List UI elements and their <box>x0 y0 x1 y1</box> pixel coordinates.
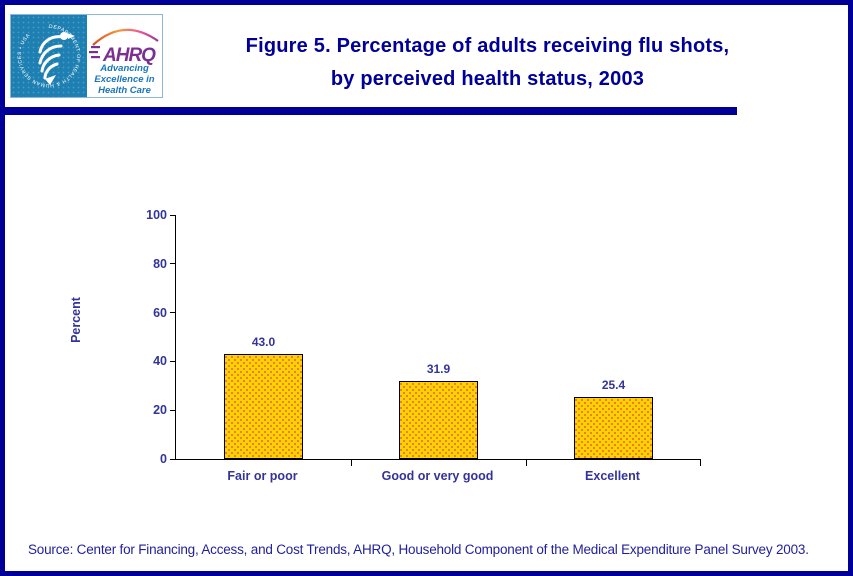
x-tick-mark <box>350 460 352 466</box>
y-tick-mark <box>170 360 176 362</box>
hhs-logo: DEPARTMENT OF HEALTH & HUMAN SERVICES • … <box>11 15 87 97</box>
y-tick-label: 60 <box>153 305 167 320</box>
plot-area: 0 20 40 60 80 100 43.0 31.9 25.4 <box>146 208 701 466</box>
x-tick-mark <box>700 460 701 466</box>
tagline-line: Excellence in <box>94 74 155 85</box>
category-label: Fair or poor <box>227 469 298 483</box>
y-tick-label: 40 <box>153 354 167 369</box>
ahrq-hhs-logo: DEPARTMENT OF HEALTH & HUMAN SERVICES • … <box>10 14 163 98</box>
ahrq-logo: AHRQ Advancing Excellence in Health Care <box>87 15 162 97</box>
eagle-beak <box>67 33 75 39</box>
x-tick-mark <box>525 460 527 466</box>
bar-1 <box>224 354 303 459</box>
eagle-tail <box>45 75 56 85</box>
category-label: Good or very good <box>381 469 494 483</box>
header-divider-rule <box>5 107 737 115</box>
y-tick-label: 100 <box>146 208 167 222</box>
figure-title-line1: Figure 5. Percentage of adults receiving… <box>245 35 730 57</box>
tagline-line: Advancing <box>100 63 149 74</box>
figure-title: Figure 5. Percentage of adults receiving… <box>155 30 820 96</box>
y-tick-label: 20 <box>153 403 167 418</box>
tagline-line: Health Care <box>98 85 151 96</box>
bar-2 <box>399 381 478 459</box>
y-tick-mark <box>170 263 176 265</box>
ahrq-tagline: Advancing Excellence in Health Care <box>87 63 162 96</box>
eagle-head <box>60 32 68 40</box>
y-axis-title: Percent <box>69 297 84 343</box>
bar-value-label: 31.9 <box>426 362 451 376</box>
rainbow-arc <box>92 28 159 46</box>
category-labels: Fair or poor Good or very good Excellent <box>175 469 700 483</box>
speed-lines-icon <box>89 46 100 59</box>
bar-value-label: 25.4 <box>601 378 626 392</box>
bar-3 <box>574 397 653 459</box>
y-tick-mark <box>170 312 176 314</box>
category-label: Excellent <box>585 469 640 483</box>
y-tick-mark <box>170 214 176 216</box>
y-tick-label: 0 <box>160 452 167 466</box>
y-tick-mark <box>170 458 176 460</box>
figure-title-line2: by perceived health status, 2003 <box>330 68 645 90</box>
bar-value-label: 43.0 <box>251 335 276 349</box>
y-tick-label: 80 <box>153 256 167 271</box>
ahrq-acronym: AHRQ <box>102 45 156 65</box>
hhs-eagle-icon: DEPARTMENT OF HEALTH & HUMAN SERVICES • … <box>17 24 80 88</box>
y-axis-title-box: Percent <box>67 200 85 440</box>
source-note: Source: Center for Financing, Access, an… <box>28 542 809 557</box>
y-tick-mark <box>170 409 176 411</box>
eagle-wings <box>38 35 65 80</box>
ahrq-arc-icon: AHRQ <box>89 28 159 65</box>
